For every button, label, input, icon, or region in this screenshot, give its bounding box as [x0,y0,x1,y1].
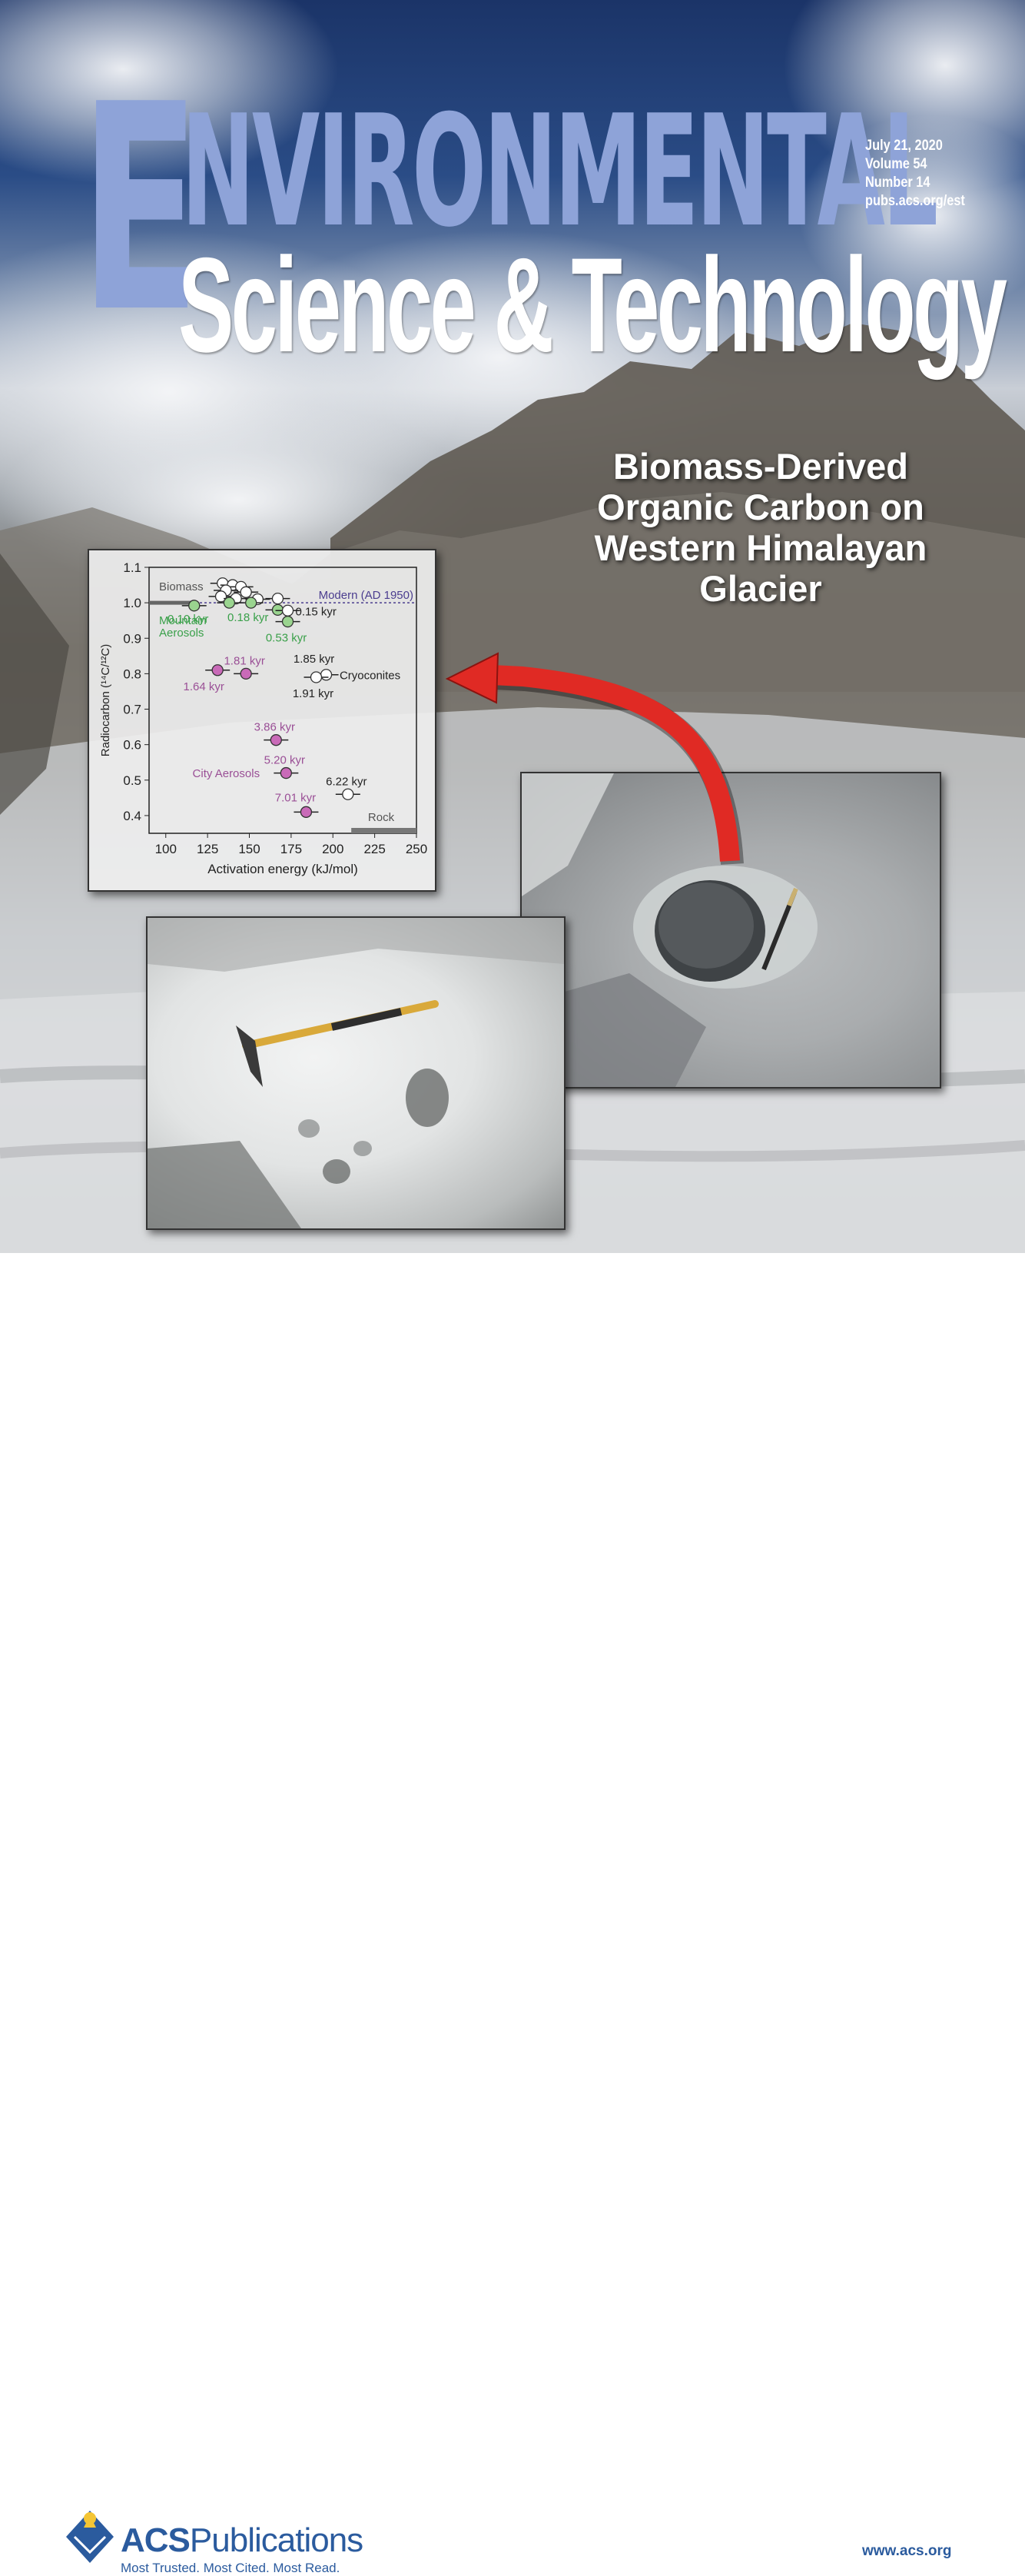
rock-band [351,828,416,833]
y-tick-label: 0.4 [123,809,141,823]
data-point [271,592,284,605]
data-label: 1.64 kyr [183,680,224,693]
data-point [300,806,313,818]
y-tick-label: 0.8 [123,666,141,681]
group-label: Rock [368,811,395,824]
data-point [223,597,236,609]
acs-wordmark-rest: Publications [189,2521,363,2559]
plot-frame [148,567,417,834]
acs-publications-wordmark: ACSPublications [121,2521,363,2560]
y-tick-label: 0.7 [123,703,141,717]
data-point [214,590,227,603]
issue-volume: Volume 54 [865,156,927,172]
x-tick-label: 175 [280,842,302,856]
x-tick-label: 225 [363,842,385,856]
issue-number: Number 14 [865,175,930,191]
group-label: City Aerosols [193,767,260,780]
headline-line: Organic Carbon on [597,487,924,527]
data-label: 0.15 kyr [296,605,337,618]
x-tick-label: 200 [322,842,343,856]
data-label: 7.01 kyr [275,791,316,804]
data-label: 1.85 kyr [294,653,334,666]
data-point [281,615,294,628]
y-tick-label: 0.5 [123,773,141,788]
data-point [310,671,323,683]
y-tick-label: 1.0 [123,596,141,610]
data-point [245,597,257,609]
data-label: 1.81 kyr [224,654,264,667]
radiocarbon-scatter-chart: Modern (AD 1950) 100 125 150 175 200 225 250 0.4… [99,560,427,876]
data-point [281,604,294,617]
headline-line: Western Himalayan [594,527,927,568]
journal-url: pubs.acs.org/est [865,193,965,209]
data-label: 1.91 kyr [293,687,333,700]
x-tick-label: 150 [238,842,260,856]
data-label: 0.18 kyr [227,611,268,624]
acs-tagline: Most Trusted. Most Cited. Most Read. [121,2561,340,2575]
headline-line: Biomass-Derived [613,446,908,487]
cryoconite-sample-photo [520,772,941,1089]
group-label: Biomass [159,580,204,593]
data-label: 3.86 kyr [254,721,295,734]
cryoconite-hole-image [522,773,818,1087]
data-point [211,664,224,676]
headline-line: Glacier [699,568,822,609]
masthead-initial-e: E [80,45,201,375]
data-label: 6.22 kyr [326,775,367,788]
y-tick-label: 0.6 [123,738,141,753]
ice-axe-photo [146,916,566,1230]
data-label: 0.10 kyr [168,613,208,626]
issue-info: July 21, 2020 Volume 54 Number 14 pubs.a… [865,137,965,211]
x-tick-label: 100 [155,842,177,856]
data-point [240,586,252,598]
acs-wordmark-bold: ACS [121,2521,191,2559]
footer: ACSPublications Most Trusted. Most Cited… [0,1253,1025,2575]
group-label: Cryoconites [340,669,400,682]
reference-line-label: Modern (AD 1950) [319,589,413,602]
masthead-line1: nvironmental [181,82,938,261]
group-label: Mountain [159,614,207,627]
masthead-environmental: E nvironmental [80,68,938,352]
issue-date: July 21, 2020 [865,138,943,154]
data-point [271,603,284,617]
data-point [188,600,201,612]
cover-headline: Biomass-Derived Organic Carbon on Wester… [538,446,984,609]
x-axis-label: Activation energy (kJ/mol) [207,862,358,876]
data-point [342,788,354,800]
acs-logo-icon [66,2511,114,2563]
chart-panel: Modern (AD 1950) 100 125 150 175 200 225 250 0.4… [88,549,436,892]
data-point [280,766,293,779]
group-label: Aerosols [159,627,204,640]
data-label: 0.53 kyr [266,632,307,645]
y-tick-label: 0.9 [123,631,141,646]
data-point [270,734,282,746]
data-point [320,669,333,681]
y-tick-label: 1.1 [123,560,141,575]
x-tick-label: 250 [406,842,427,856]
x-tick-label: 125 [197,842,218,856]
data-point [240,667,252,680]
y-axis-label: Radiocarbon (¹⁴C/¹²C) [99,644,112,756]
ice-axe-image [148,918,564,1228]
masthead-science-technology: Science & Technology [178,231,1007,381]
acs-website-link[interactable]: www.acs.org [862,2543,952,2559]
data-label: 5.20 kyr [264,754,305,767]
